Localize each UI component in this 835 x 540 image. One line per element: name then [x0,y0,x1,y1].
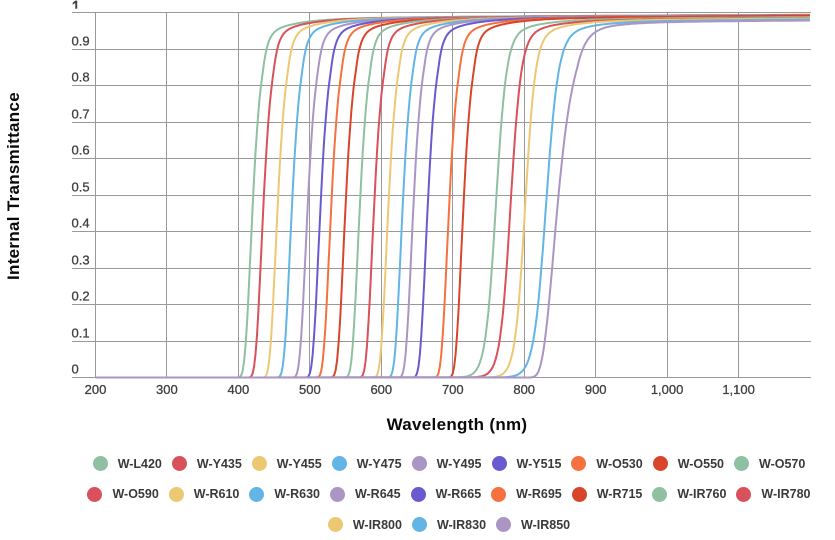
svg-text:0: 0 [72,362,79,377]
svg-text:300: 300 [156,382,178,397]
svg-text:0.7: 0.7 [72,107,90,122]
svg-text:0.2: 0.2 [72,289,90,304]
svg-text:900: 900 [585,382,607,397]
svg-text:800: 800 [513,382,535,397]
svg-text:1,000: 1,000 [651,382,684,397]
svg-text:Wavelength (nm): Wavelength (nm) [387,415,528,434]
svg-text:0.8: 0.8 [72,70,90,85]
svg-text:0.1: 0.1 [72,326,90,341]
svg-text:0.4: 0.4 [72,216,90,231]
svg-text:700: 700 [442,382,464,397]
svg-text:600: 600 [370,382,392,397]
svg-text:500: 500 [299,382,321,397]
svg-text:400: 400 [228,382,250,397]
svg-text:1,100: 1,100 [722,382,755,397]
svg-text:0.6: 0.6 [72,143,90,158]
svg-text:Internal Transmittance: Internal Transmittance [4,92,23,280]
svg-text:0.3: 0.3 [72,253,90,268]
svg-text:0.9: 0.9 [72,34,90,49]
svg-text:200: 200 [85,382,107,397]
svg-text:0.5: 0.5 [72,180,90,195]
